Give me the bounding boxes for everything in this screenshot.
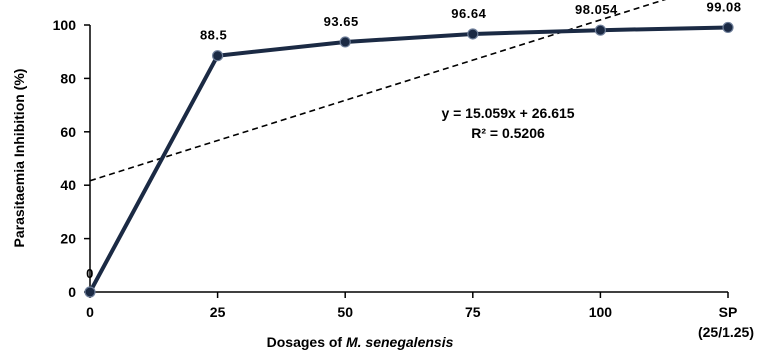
data-point — [339, 36, 351, 48]
y-tick-label: 40 — [60, 177, 76, 193]
data-point — [594, 24, 607, 36]
data-point — [84, 286, 96, 298]
y-tick-label: 60 — [60, 124, 76, 140]
data-point — [722, 21, 734, 34]
data-point — [467, 28, 479, 40]
series-line — [88, 25, 729, 293]
x-tick-label: 100 — [589, 304, 613, 320]
trendline — [89, 0, 667, 182]
data-label: 99.08 — [706, 0, 741, 14]
x-axis-title: Dosages of M. senegalensis — [267, 334, 454, 350]
data-label: 93.65 — [324, 14, 359, 29]
y-tick-label: 0 — [68, 284, 76, 300]
x-axis-title-species: M. senegalensis — [346, 334, 454, 350]
data-label: 96.64 — [451, 6, 486, 21]
x-tick-label: 75 — [465, 304, 481, 320]
y-tick-label: 100 — [53, 17, 77, 33]
data-label: 98.054 — [575, 2, 618, 17]
data-label: 88.5 — [200, 28, 227, 43]
y-tick-label: 20 — [60, 231, 76, 247]
y-tick-label: 80 — [60, 70, 76, 86]
x-axis-title-prefix: Dosages of — [267, 334, 346, 350]
data-label: 0 — [86, 266, 94, 281]
trendline-equation: y = 15.059x + 26.615 — [441, 105, 574, 121]
x-tick-label: 25 — [210, 304, 226, 320]
data-labels-group: 0 88.5 93.65 96.64 98.054 99.08 — [86, 0, 741, 281]
trendline-r-squared: R² = 0.5206 — [471, 125, 545, 141]
y-axis-title: Parasitaemia Inhibition (%) — [11, 69, 27, 248]
x-tick-label: SP — [719, 304, 738, 320]
x-tick-sublabel: (25/1.25) — [698, 324, 754, 340]
axes: 0 20 40 60 80 100 0 25 50 75 100 SP (25/1.25) — [53, 17, 754, 340]
trendline-group — [89, 0, 667, 182]
data-point — [212, 50, 224, 62]
series-group — [84, 21, 734, 298]
x-tick-label: 50 — [337, 304, 353, 320]
x-tick-label: 0 — [86, 304, 94, 320]
